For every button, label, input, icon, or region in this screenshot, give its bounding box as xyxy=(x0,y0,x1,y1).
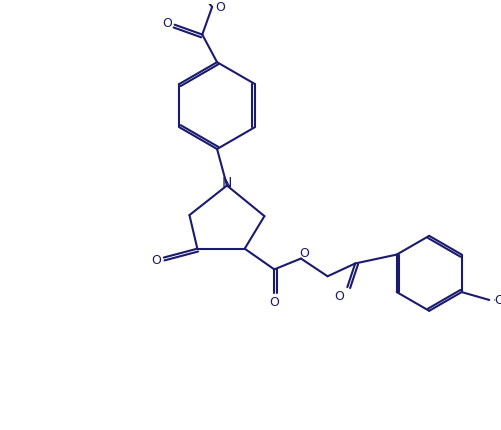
Text: O: O xyxy=(161,17,171,30)
Text: O: O xyxy=(334,289,344,302)
Text: O: O xyxy=(269,296,279,309)
Text: O: O xyxy=(151,253,160,267)
Text: O: O xyxy=(493,294,501,307)
Text: N: N xyxy=(221,175,231,189)
Text: O: O xyxy=(299,246,308,259)
Text: O: O xyxy=(214,1,224,14)
